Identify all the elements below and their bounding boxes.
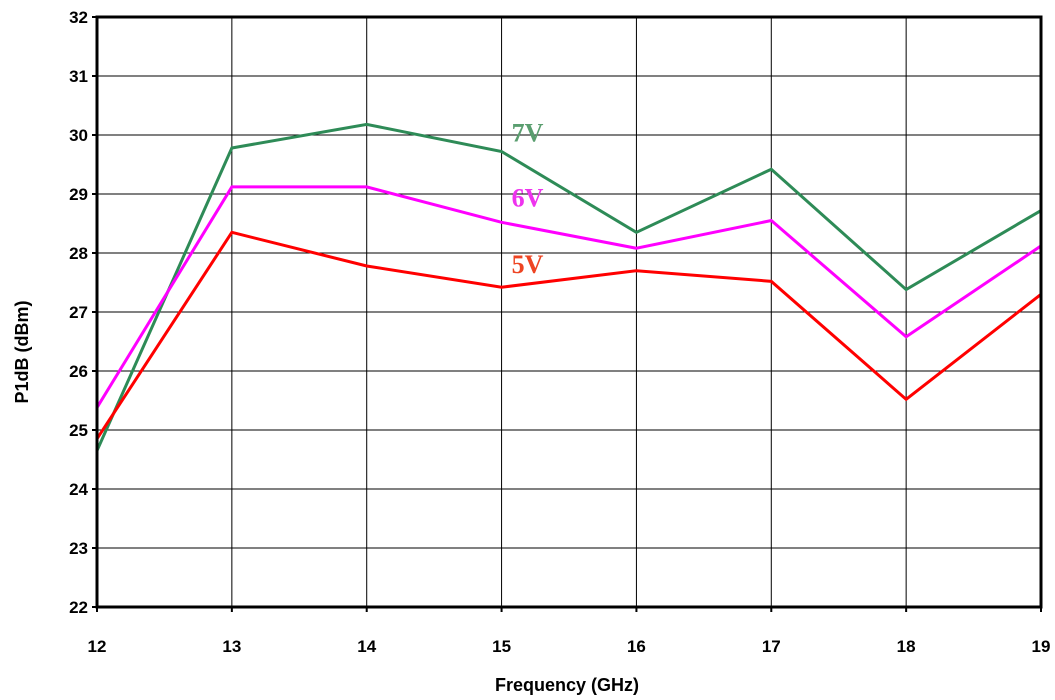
series-line-7v <box>95 122 1042 452</box>
plot-area-border <box>95 15 1043 609</box>
y-tick-label: 24 <box>69 480 88 499</box>
grid <box>96 16 1042 608</box>
y-tick-label: 22 <box>69 598 88 617</box>
x-tick-label: 17 <box>762 637 781 656</box>
x-axis-label: Frequency (GHz) <box>495 675 639 695</box>
series-label-5v: 5V <box>512 250 544 279</box>
y-axis-label: P1dB (dBm) <box>12 300 32 403</box>
series-line-5v <box>95 230 1042 440</box>
y-tick-label: 25 <box>69 421 88 440</box>
x-tick-labels: 12 13 14 15 16 17 18 19 <box>88 637 1051 656</box>
series-label-6v: 6V <box>512 183 544 212</box>
y-tick-label: 23 <box>69 539 88 558</box>
y-tick-label: 31 <box>69 67 88 86</box>
x-tick-label: 13 <box>222 637 241 656</box>
y-tick-label: 32 <box>69 8 88 27</box>
x-tick-label: 19 <box>1032 637 1051 656</box>
series-lines <box>95 122 1042 452</box>
y-tick-label: 30 <box>69 126 88 145</box>
x-tick-label: 16 <box>627 637 646 656</box>
plot-frame <box>92 15 1043 612</box>
x-tick-label: 18 <box>897 637 916 656</box>
x-tick-label: 15 <box>492 637 511 656</box>
series-line-6v <box>95 185 1042 409</box>
y-tick-label: 26 <box>69 362 88 381</box>
series-labels: 7V 6V 5V <box>512 119 544 280</box>
y-tick-labels: 22 23 24 25 26 27 28 29 30 31 32 <box>69 8 88 617</box>
y-tick-label: 28 <box>69 244 88 263</box>
y-tick-label: 27 <box>69 303 88 322</box>
x-tick-label: 12 <box>88 637 107 656</box>
x-tick-label: 14 <box>357 637 376 656</box>
y-tick-label: 29 <box>69 185 88 204</box>
series-label-7v: 7V <box>512 119 544 148</box>
